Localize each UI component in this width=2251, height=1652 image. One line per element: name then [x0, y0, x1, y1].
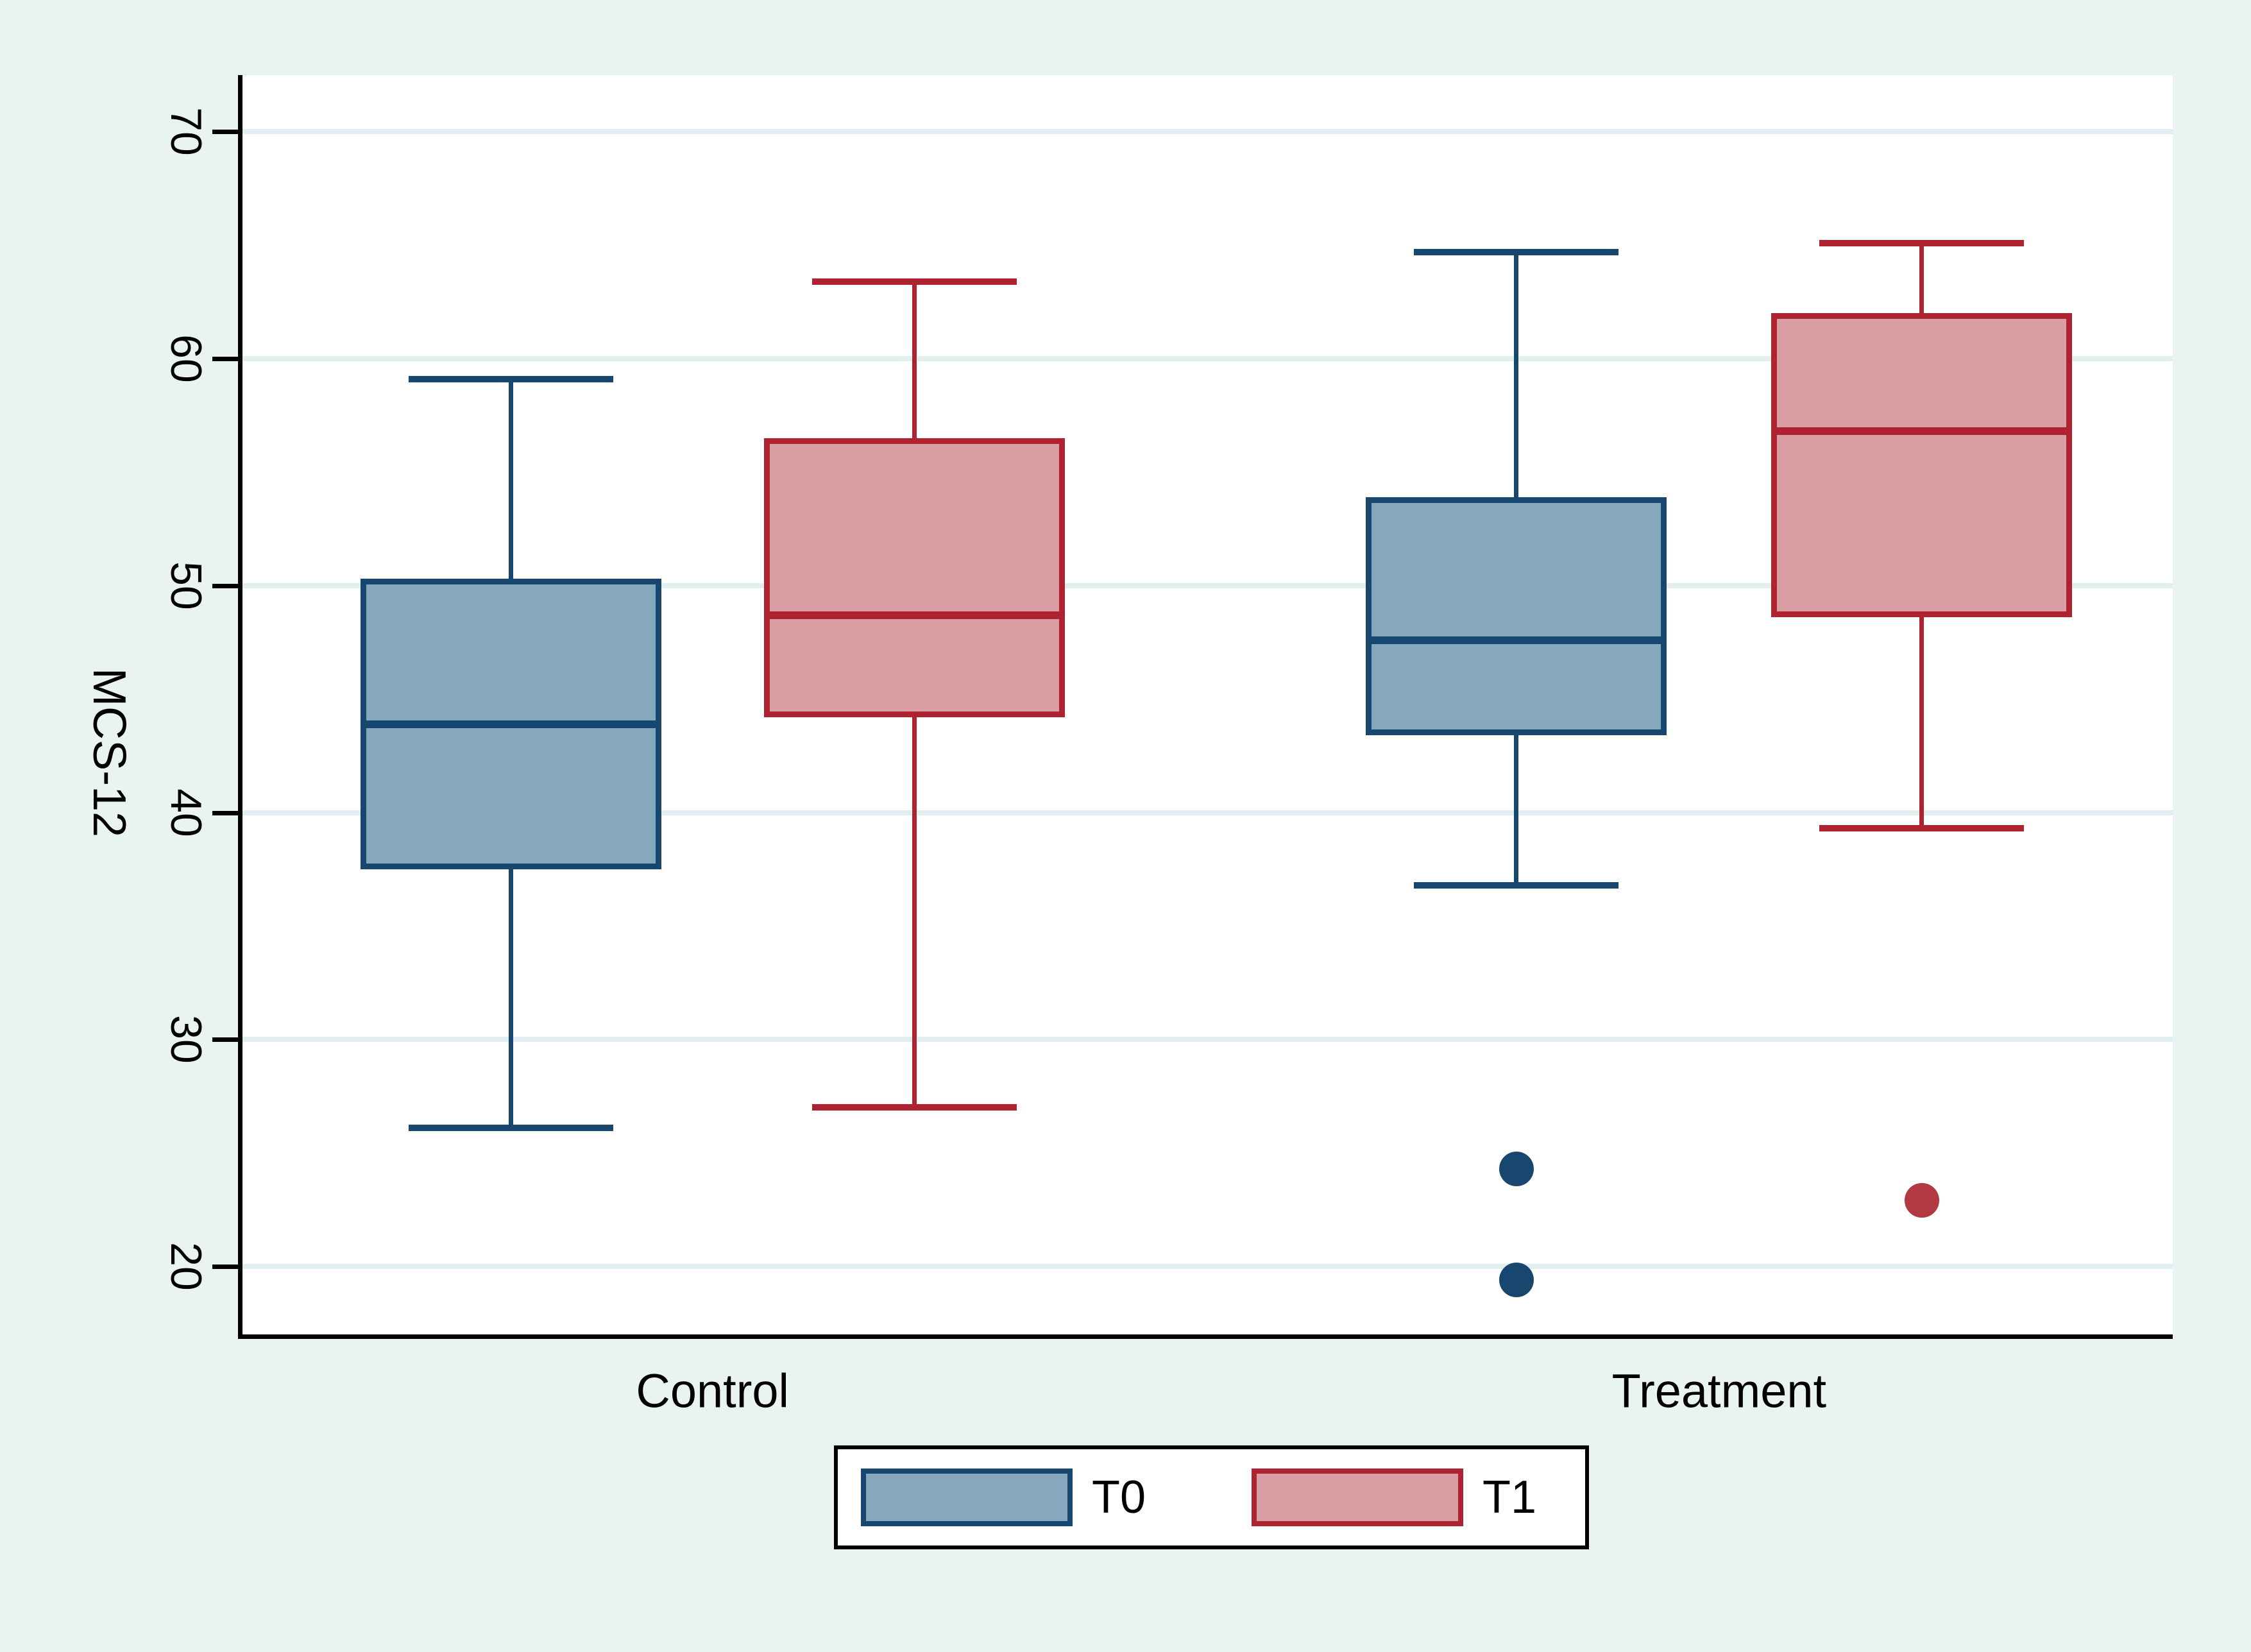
y-tick-20 — [212, 1264, 238, 1269]
y-tick-label-30: 30 — [162, 1015, 210, 1064]
whisker-cap-low-T0-Control — [408, 1125, 613, 1132]
whisker-stem-upper-T0-Control — [508, 379, 513, 579]
y-tick-label-40: 40 — [162, 788, 210, 837]
x-axis-line — [238, 1334, 2173, 1339]
whisker-cap-low-T1-Treatment — [1819, 825, 2025, 832]
y-tick-30 — [212, 1037, 238, 1043]
whisker-cap-high-T1-Control — [811, 278, 1017, 285]
y-tick-label-60: 60 — [162, 334, 210, 383]
y-tick-40 — [212, 810, 238, 815]
group-label-control: Control — [636, 1364, 789, 1418]
whisker-stem-lower-T0-Control — [508, 869, 513, 1128]
median-T0-Control — [360, 720, 661, 728]
outlier-dot-T1-Treatment-0 — [1904, 1183, 1939, 1218]
whisker-stem-lower-T0-Treatment — [1514, 735, 1519, 885]
whisker-stem-lower-T1-Treatment — [1919, 617, 1924, 829]
whisker-cap-high-T1-Treatment — [1819, 239, 2025, 246]
gridline-y-20 — [242, 1263, 2173, 1269]
whisker-cap-low-T0-Treatment — [1414, 881, 1619, 889]
outlier-dot-T0-Treatment-0 — [1499, 1151, 1534, 1186]
whisker-stem-upper-T1-Treatment — [1919, 243, 1924, 314]
legend-swatch-t0 — [861, 1469, 1073, 1526]
whisker-stem-upper-T1-Control — [912, 281, 917, 438]
y-tick-70 — [212, 130, 238, 135]
legend-swatch-t1 — [1252, 1469, 1464, 1526]
plot-area — [242, 75, 2173, 1334]
outlier-dot-T0-Treatment-1 — [1499, 1263, 1534, 1298]
legend-label-t0: T0 — [1092, 1472, 1146, 1523]
gridline-y-60 — [242, 356, 2173, 362]
y-axis-title: MCS-12 — [83, 667, 135, 838]
y-tick-label-50: 50 — [162, 561, 210, 610]
median-T1-Control — [763, 611, 1065, 619]
y-tick-label-20: 20 — [162, 1242, 210, 1291]
y-tick-label-70: 70 — [162, 107, 210, 157]
whisker-cap-low-T1-Control — [811, 1104, 1017, 1111]
whisker-cap-high-T0-Control — [408, 375, 613, 382]
group-label-treatment: Treatment — [1611, 1364, 1827, 1418]
whisker-stem-lower-T1-Control — [912, 717, 917, 1108]
y-tick-50 — [212, 583, 238, 588]
gridline-y-70 — [242, 129, 2173, 135]
gridline-y-40 — [242, 810, 2173, 815]
legend-label-t1: T1 — [1482, 1472, 1537, 1523]
box-T1-Control — [763, 438, 1065, 717]
whisker-stem-upper-T0-Treatment — [1514, 251, 1519, 497]
gridline-y-30 — [242, 1037, 2173, 1043]
median-T1-Treatment — [1771, 427, 2073, 436]
box-T1-Treatment — [1771, 313, 2073, 618]
y-axis-line — [238, 75, 242, 1339]
whisker-cap-high-T0-Treatment — [1414, 248, 1619, 255]
y-tick-60 — [212, 357, 238, 362]
median-T0-Treatment — [1366, 636, 1667, 644]
box-T0-Treatment — [1366, 497, 1667, 736]
legend: T0 T1 — [834, 1445, 1589, 1549]
gridline-y-50 — [242, 583, 2173, 588]
